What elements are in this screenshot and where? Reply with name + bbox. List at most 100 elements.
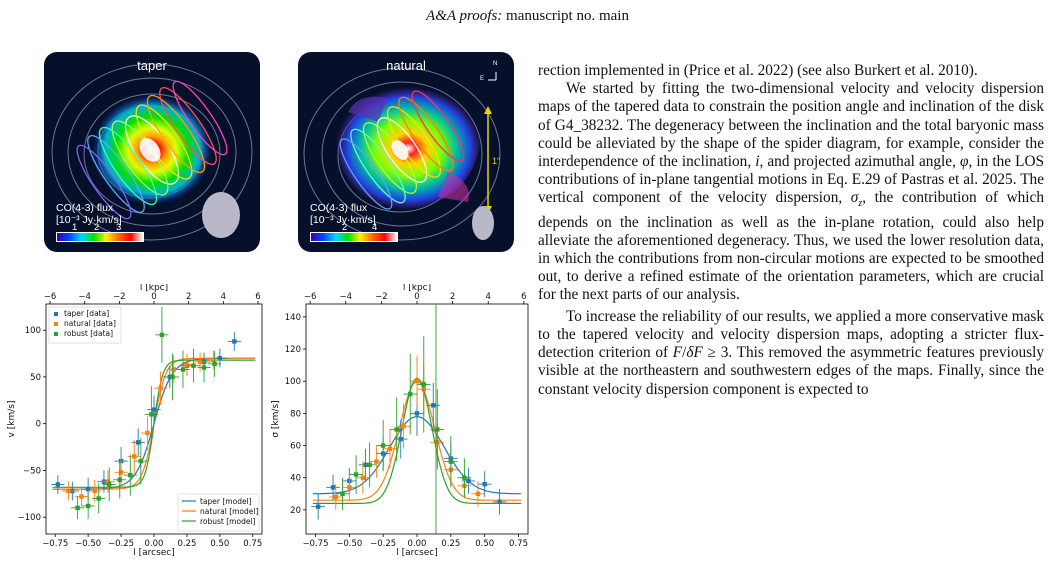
data-point-robust <box>408 391 413 397</box>
beam-ellipse-taper <box>202 192 240 238</box>
data-point-taper <box>217 356 223 361</box>
flux-units: [10⁻³ Jy·km/s] <box>310 214 376 226</box>
data-point-robust <box>159 332 165 338</box>
x-axis-label: l [arcsec] <box>133 548 175 558</box>
legend-label: natural [data] <box>64 319 116 328</box>
data-point-natural <box>92 488 97 494</box>
data-point-natural <box>211 357 216 363</box>
data-point-robust <box>191 363 196 368</box>
data-point-taper <box>414 411 420 416</box>
x2-tick-label: 6 <box>255 292 260 302</box>
data-point-robust <box>340 491 345 496</box>
data-point-natural <box>347 485 352 490</box>
compass-e-label: E <box>480 76 485 82</box>
data-point-robust <box>138 458 144 464</box>
paragraph-2: We started by fitting the two-dimensiona… <box>538 80 1045 304</box>
map-natural-image <box>303 67 501 241</box>
legend-label: robust [data] <box>64 329 113 338</box>
colorbar-tick: 4 <box>372 222 378 233</box>
data-point-natural <box>79 494 84 499</box>
x2-tick-label: 2 <box>450 292 455 302</box>
y-tick-label: 0 <box>36 420 41 430</box>
paragraph-3: To increase the reliability of our resul… <box>538 307 1045 398</box>
colorbar-tick: 2 <box>94 222 100 233</box>
data-point-robust <box>107 482 112 487</box>
y-tick-label: 20 <box>290 506 301 516</box>
data-point-taper <box>55 482 61 487</box>
data-point-robust <box>85 503 91 509</box>
x2-tick-label: 4 <box>221 292 226 302</box>
map-natural: natural 1″ N E CO(4-3) flux [10⁻³ Jy·km/s… <box>298 52 514 252</box>
x2-tick-label: 2 <box>186 292 191 302</box>
data-point-natural <box>158 385 163 391</box>
y-axis-label: σ [km/s] <box>271 400 281 437</box>
data-point-taper <box>431 403 436 408</box>
x2-tick-label: −6 <box>304 292 317 302</box>
x-tick-label: 0.75 <box>243 539 262 549</box>
x2-tick-label: 0 <box>151 292 156 302</box>
data-point-taper <box>232 339 237 344</box>
map-taper-image <box>51 63 253 241</box>
x-tick-label: 0.25 <box>177 539 196 549</box>
x-tick-label: −0.75 <box>42 539 68 549</box>
y-tick-label: 40 <box>290 474 301 484</box>
data-point-natural <box>145 430 150 436</box>
x-tick-label: 0.50 <box>210 539 229 549</box>
legend-label: robust [model] <box>200 517 256 526</box>
map-natural-title: natural <box>386 58 426 73</box>
y-tick-label: −50 <box>23 466 41 476</box>
x-tick-label: 0.75 <box>509 539 528 549</box>
data-point-robust <box>180 367 186 372</box>
x2-tick-label: −2 <box>113 292 126 302</box>
paragraph-1: rection implemented in (Price et al. 202… <box>538 62 978 79</box>
legend-marker <box>54 332 58 336</box>
legend-model-box <box>177 493 260 532</box>
data-point-natural <box>66 488 71 494</box>
x-tick-label: −0.75 <box>302 539 328 549</box>
data-point-natural <box>414 379 420 384</box>
x-tick-label: −0.50 <box>75 539 101 549</box>
data-point-robust <box>212 361 217 367</box>
x2-tick-label: −4 <box>78 292 91 302</box>
data-point-robust <box>367 462 372 468</box>
colorbar-natural <box>310 232 398 242</box>
beam-ellipse-natural <box>472 206 494 240</box>
data-point-taper <box>135 440 141 445</box>
colorbar-tick: 3 <box>116 222 122 233</box>
y-tick-label: 50 <box>30 373 41 383</box>
y-tick-label: 120 <box>285 345 301 355</box>
data-point-robust <box>394 427 399 432</box>
data-point-natural <box>401 424 406 429</box>
velocity-plot: −0.75 −0.50 −0.25 0.00 0.25 0.50 0.75 −6 −4 −2 0 2 4… <box>7 284 263 558</box>
x2-tick-label: 0 <box>414 292 419 302</box>
y-axis-label: v [km/s] <box>7 401 17 438</box>
x2-axis-label: l [kpc] <box>403 284 431 293</box>
y-tick-label: −100 <box>18 513 41 523</box>
scale-label: 1″ <box>492 156 501 166</box>
data-point-robust <box>462 475 467 480</box>
y-tick-label: 140 <box>285 313 301 323</box>
data-point-taper <box>85 486 91 492</box>
data-point-natural <box>197 359 203 365</box>
data-point-robust <box>128 472 133 478</box>
flux-label: CO(4-3) flux <box>56 202 114 214</box>
data-point-robust <box>353 472 359 477</box>
legend-label: natural [model] <box>200 507 258 516</box>
x-tick-label: −0.25 <box>108 539 134 549</box>
x-tick-label: −0.25 <box>370 539 396 549</box>
map-taper: taper CO(4-3) flux [10⁻³ Jy·km/s] 1 2 3 <box>44 52 260 252</box>
text-column: rection implemented in (Price et al. 202… <box>538 62 1044 399</box>
dispersion-plot: −0.75 −0.50 −0.25 0.00 0.25 0.50 0.75 −6 −4 −2 0 2 4… <box>271 284 529 558</box>
data-point-natural <box>184 362 190 367</box>
data-point-natural <box>132 454 137 459</box>
journal-name: A&A proofs: <box>426 8 503 24</box>
colorbar-taper <box>56 232 144 242</box>
legend-marker <box>54 322 58 326</box>
data-point-robust <box>75 505 80 511</box>
x-tick-label: 0.50 <box>475 539 494 549</box>
flux-label-taper: CO(4-3) flux [10⁻³ Jy·km/s] <box>56 202 122 226</box>
map-taper-title: taper <box>137 58 167 73</box>
x2-axis-label: l [kpc] <box>140 284 168 293</box>
data-point-taper <box>330 485 336 490</box>
y-tick-label: 100 <box>25 326 41 336</box>
